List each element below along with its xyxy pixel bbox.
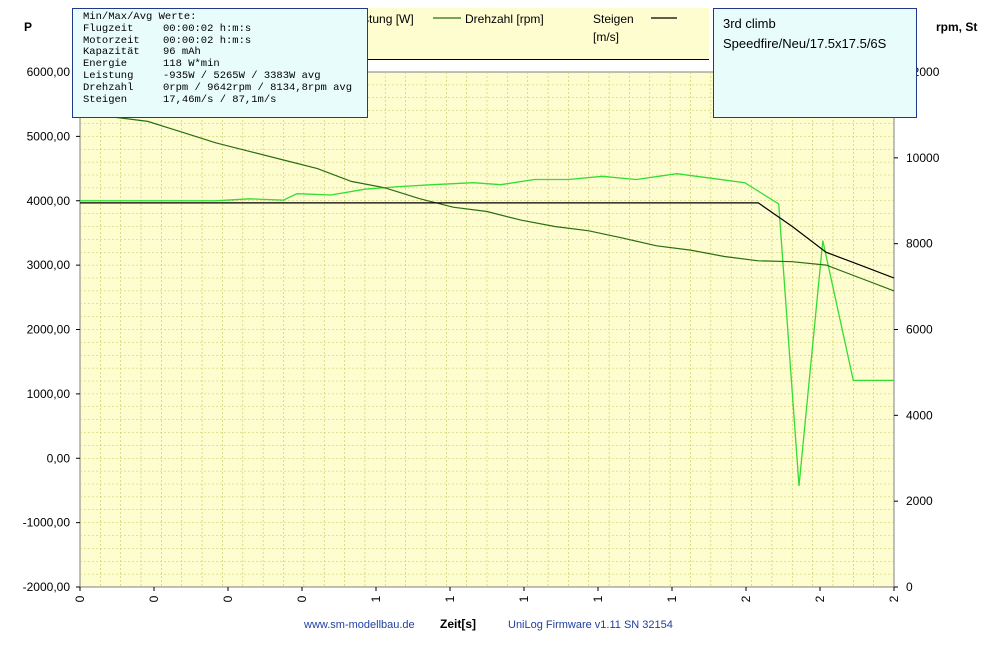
stats-label: Motorzeit [83, 34, 140, 47]
stats-value: 0rpm / 9642rpm / 8134,8rpm avg [163, 81, 353, 94]
stats-row: Drehzahl 0rpm / 9642rpm / 8134,8rpm avg [83, 81, 367, 95]
legend-steigen: Steigen [593, 12, 634, 26]
right-tick-label: 2000 [906, 494, 933, 508]
left-axis: 6000,00 5000,00 4000,00 3000,00 2000,00 1000,… [23, 65, 80, 594]
stats-value: 17,46m/s / 87,1m/s [163, 93, 277, 106]
stats-row: Kapazität 96 mAh [83, 47, 367, 59]
left-tick-label: -2000,00 [23, 580, 71, 594]
left-tick-label: 6000,00 [27, 65, 71, 79]
x-axis-title: Zeit[s] [440, 617, 476, 631]
series-group [79, 114, 895, 486]
left-tick-label: 3000,00 [27, 258, 71, 272]
stats-row: Motorzeit 00:00:02 h:m:s [83, 34, 367, 48]
series-line-steigen [80, 202, 895, 279]
info-subtitle: Speedfire/Neu/17.5x17.5/6S [723, 36, 887, 51]
stats-row: Steigen 17,46m/s / 87,1m/s [83, 93, 367, 107]
left-tick-label: 1000,00 [27, 387, 71, 401]
left-tick-label: 2000,00 [27, 323, 71, 337]
stats-panel: Min/Max/Avg Werte: Flugzeit 00:00:02 h:m:… [72, 8, 368, 118]
left-tick-label: -1000,00 [23, 516, 71, 530]
x-tick-label: 0 [295, 595, 309, 602]
left-tick-label: 4000,00 [27, 194, 71, 208]
left-tick-label: 5000,00 [27, 129, 71, 143]
legend-drehzahl: Drehzahl [rpm] [465, 12, 544, 26]
stats-value: -935W / 5265W / 3383W avg [163, 69, 321, 82]
x-tick-label: 1 [591, 595, 605, 602]
grid [80, 72, 894, 587]
footer-firmware: UniLog Firmware v1.11 SN 32154 [508, 619, 673, 631]
stats-label: Flugzeit [83, 22, 134, 35]
stats-value: 00:00:02 h:m:s [163, 34, 252, 47]
x-tick-label: 1 [443, 595, 457, 602]
stats-title: Min/Max/Avg Werte: [83, 11, 197, 23]
series-line-leistung [80, 173, 894, 486]
right-tick-label: 0 [906, 580, 913, 594]
right-tick-label: 10000 [906, 151, 940, 165]
x-tick-label: 0 [73, 595, 87, 602]
x-axis: 0 0 0 0 1 1 1 1 1 2 2 2 [73, 587, 901, 602]
stats-label: Leistung [83, 69, 134, 82]
stats-label: Drehzahl [83, 81, 134, 94]
stats-value: 96 mAh [163, 46, 201, 59]
left-tick-label: 0,00 [47, 451, 71, 465]
legend: Leistung [W] Drehzahl [rpm] Steigen [m/s… [305, 8, 709, 60]
stats-label: Energie [83, 58, 128, 71]
x-tick-label: 2 [813, 595, 827, 602]
x-tick-label: 1 [369, 595, 383, 602]
right-tick-label: 4000 [906, 408, 933, 422]
x-tick-label: 2 [739, 595, 753, 602]
stats-label: Steigen [83, 93, 128, 106]
x-tick-label: 1 [665, 595, 679, 602]
stats-row: Leistung -935W / 5265W / 3383W avg [83, 69, 367, 83]
right-axis-title: rpm, St [936, 20, 978, 34]
x-tick-label: 1 [517, 595, 531, 602]
right-tick-label: 8000 [906, 237, 933, 251]
series-line-drehzahl [79, 114, 895, 292]
stats-value: 118 W*min [163, 58, 220, 71]
x-tick-label: 2 [887, 595, 901, 602]
stats-row: Energie 118 W*min [83, 58, 367, 71]
stats-label: Kapazität [83, 46, 140, 59]
x-tick-label: 0 [221, 595, 235, 602]
stats-value: 00:00:02 h:m:s [163, 22, 252, 35]
info-panel: 3rd climb Speedfire/Neu/17.5x17.5/6S [713, 8, 917, 118]
right-tick-label: 6000 [906, 323, 933, 337]
info-title: 3rd climb [723, 16, 776, 31]
left-axis-title: P [24, 20, 33, 34]
stats-row: Flugzeit 00:00:02 h:m:s [83, 22, 367, 36]
x-tick-label: 0 [147, 595, 161, 602]
legend-steigen-unit: [m/s] [593, 30, 619, 44]
footer-website: www.sm-modellbau.de [304, 619, 415, 631]
